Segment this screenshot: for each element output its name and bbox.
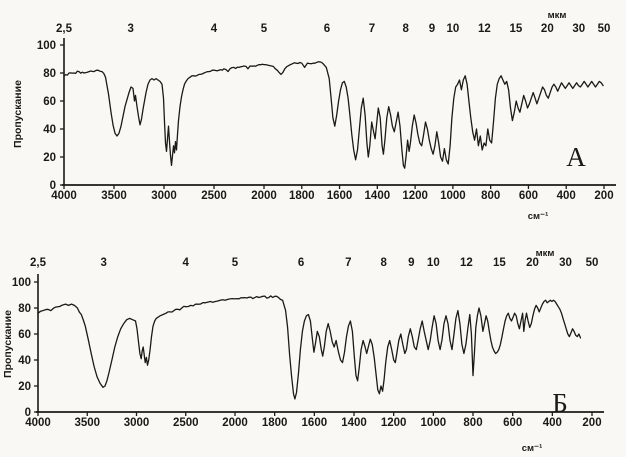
top-tick-label: 20	[526, 257, 539, 269]
y-tick-label: 80	[43, 68, 56, 80]
y-axis-title: Пропускание	[12, 80, 24, 148]
top-tick-label: 6	[324, 23, 330, 35]
bottom-tick-label: 400	[557, 190, 576, 202]
y-tick-label: 80	[18, 303, 31, 315]
top-tick-label: 4	[211, 23, 218, 35]
spectrum-trace	[63, 61, 604, 169]
bottom-tick-label: 200	[594, 190, 613, 202]
top-tick-label: 10	[427, 257, 440, 269]
top-tick-label: 6	[298, 257, 304, 269]
top-tick-label: 30	[559, 257, 572, 269]
bottom-tick-label: 3500	[101, 190, 127, 202]
top-tick-label: 12	[460, 257, 473, 269]
bottom-tick-label: 1200	[381, 417, 407, 429]
bottom-tick-label: 3500	[74, 417, 100, 429]
bottom-tick-label: 2000	[251, 190, 277, 202]
spectrum-trace	[37, 295, 582, 400]
top-tick-label: 9	[429, 23, 435, 35]
bottom-tick-label: 400	[543, 417, 562, 429]
y-tick-label: 100	[12, 277, 31, 289]
corner-label: А	[566, 142, 586, 172]
top-tick-label: 2,5	[56, 23, 73, 35]
top-tick-label: 8	[381, 257, 388, 269]
top-tick-label: 4	[183, 257, 190, 269]
bottom-tick-label: 3000	[151, 190, 177, 202]
bottom-tick-label: 1600	[327, 190, 353, 202]
ir-spectrum-chart-a: 100 80 60 40 20 0 4000 3500 3000 2500 2000 1800 1600…	[12, 10, 616, 222]
y-tick-label: 60	[18, 329, 31, 341]
bottom-tick-label: 800	[463, 417, 482, 429]
top-tick-label: 15	[493, 257, 506, 269]
top-tick-label: 5	[261, 23, 268, 35]
bottom-tick-label: 4000	[51, 190, 77, 202]
top-tick-label: 3	[100, 257, 106, 269]
top-tick-label: 8	[402, 23, 409, 35]
y-axis-title: Пропускание	[2, 310, 14, 378]
top-tick-label: 7	[345, 257, 351, 269]
bottom-tick-label: 1400	[365, 190, 391, 202]
bottom-tick-label: 1000	[440, 190, 466, 202]
bottom-tick-label: 2500	[201, 190, 227, 202]
top-tick-label: 5	[232, 257, 239, 269]
top-tick-label: 2,5	[30, 257, 47, 269]
top-tick-label: 15	[509, 23, 522, 35]
bottom-tick-label: 1200	[402, 190, 428, 202]
y-tick-label: 60	[43, 96, 56, 108]
bottom-tick-label: 1800	[289, 190, 315, 202]
bottom-tick-label: 600	[503, 417, 522, 429]
bottom-tick-label: 4000	[25, 417, 51, 429]
y-tick-label: 100	[37, 40, 56, 52]
y-tick-label: 40	[43, 124, 56, 136]
bottom-tick-label: 3000	[124, 417, 150, 429]
y-tick-label: 20	[43, 152, 56, 164]
top-tick-label: 50	[598, 23, 611, 35]
corner-label: Б	[552, 388, 568, 418]
bottom-tick-label: 600	[519, 190, 538, 202]
y-tick-label: 20	[18, 381, 31, 393]
bottom-tick-label: 2500	[173, 417, 199, 429]
top-tick-label: 20	[541, 23, 554, 35]
x-unit-label: см⁻¹	[522, 443, 543, 454]
bottom-tick-label: 200	[582, 417, 601, 429]
top-tick-label: 9	[408, 257, 414, 269]
top-unit-label: мкм	[536, 248, 555, 259]
y-tick-label: 0	[50, 180, 56, 192]
top-tick-label: 10	[446, 23, 459, 35]
top-tick-label: 3	[127, 23, 133, 35]
bottom-tick-label: 1400	[341, 417, 367, 429]
y-tick-label: 40	[18, 355, 31, 367]
bottom-tick-label: 1600	[302, 417, 328, 429]
ir-spectrum-chart-b: 100 80 60 40 20 0 4000 3500 3000 2500 2000 1800 1600…	[0, 230, 626, 457]
top-tick-label: 30	[572, 23, 585, 35]
bottom-tick-label: 2000	[222, 417, 248, 429]
bottom-tick-label: 1000	[421, 417, 447, 429]
bottom-tick-label: 800	[481, 190, 500, 202]
top-unit-label: мкм	[548, 10, 567, 21]
top-tick-label: 12	[478, 23, 491, 35]
bottom-tick-label: 1800	[262, 417, 288, 429]
x-unit-label: см⁻¹	[528, 211, 549, 222]
y-tick-label: 0	[25, 407, 31, 419]
top-tick-label: 50	[586, 257, 599, 269]
top-tick-label: 7	[369, 23, 375, 35]
